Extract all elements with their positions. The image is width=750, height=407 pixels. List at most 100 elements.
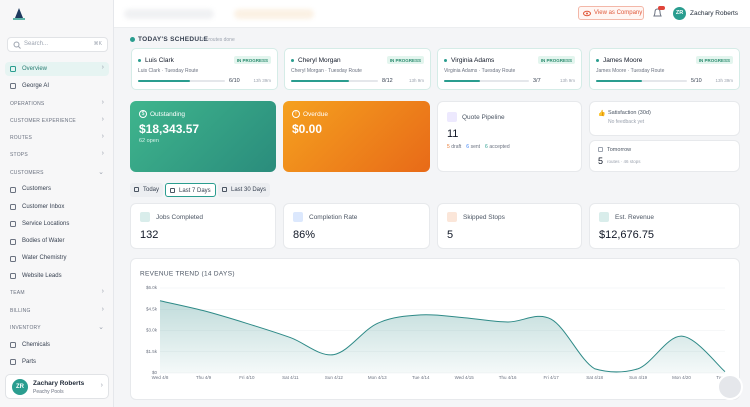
y-tick-label: $3.0k <box>146 328 158 333</box>
assistant-avatar[interactable] <box>717 374 743 400</box>
nav-section[interactable]: INVENTORY ⌄ <box>5 321 109 335</box>
card-value: $0.00 <box>292 122 323 136</box>
button-label: View as Company <box>594 10 643 16</box>
overdue-card[interactable]: ! Overdue $0.00 <box>283 101 430 172</box>
route-name: Virginia Adams <box>451 57 495 64</box>
view-as-company-button[interactable]: View as Company <box>578 6 644 20</box>
nav-item[interactable]: Overview › <box>5 62 109 76</box>
nav-label: STOPS <box>10 152 28 159</box>
nav-section[interactable]: STOPS › <box>5 148 109 162</box>
nav-item[interactable]: Customers <box>5 183 109 197</box>
x-tick-label: Sat 4/11 <box>282 375 299 380</box>
route-card[interactable]: Luis Clark IN PROGRESS Luis Clark · Tuesda… <box>131 48 278 90</box>
user-avatar: ZR <box>12 379 28 395</box>
nav-label: Website Leads <box>22 272 62 279</box>
x-tick-label: Sat 4/18 <box>586 375 603 380</box>
nav-item[interactable]: Chemicals <box>5 338 109 352</box>
route-time: 13h 9m <box>559 78 575 83</box>
chevron: › <box>101 288 104 296</box>
company-name: Peachy Pools <box>33 389 64 395</box>
range-button[interactable]: Last 30 Days <box>218 183 270 197</box>
quote-count: 6 <box>485 144 488 150</box>
y-tick-label: $4.5k <box>146 306 158 311</box>
nav-label: Customer Inbox <box>22 203 65 210</box>
nav-label: Customers <box>22 186 52 193</box>
status-pill: IN PROGRESS <box>695 56 733 64</box>
nav-icon <box>10 204 16 210</box>
card-value: $18,343.57 <box>139 122 200 136</box>
logo <box>13 8 25 20</box>
section-title: TODAY'S SCHEDULE <box>138 36 209 43</box>
range-label: Today <box>143 186 160 193</box>
nav-section[interactable]: ROUTES › <box>5 131 109 145</box>
notifications-bell[interactable] <box>651 6 665 20</box>
x-tick-label: Thu 4/9 <box>196 375 212 380</box>
user-card[interactable]: ZR Zachary Roberts Peachy Pools › <box>5 374 109 399</box>
quote-count: 5 <box>447 144 450 150</box>
route-time: 13h 39m <box>715 78 733 83</box>
chevron: › <box>101 64 104 71</box>
x-tick-label: Wed 4/15 <box>455 375 475 380</box>
dot <box>444 59 447 62</box>
dot <box>291 59 294 62</box>
nav-icon <box>10 273 16 279</box>
nav-section[interactable]: TEAM › <box>5 286 109 300</box>
satisfaction-card[interactable]: 👍 Satisfaction (30d) No feedback yet <box>589 101 740 136</box>
route-card[interactable]: James Moore IN PROGRESS James Moore · Tues… <box>589 48 740 90</box>
nav-item[interactable]: Bodies of Water <box>5 235 109 249</box>
kpi-label: Skipped Stops <box>463 214 505 221</box>
nav-item[interactable]: Parts <box>5 355 109 369</box>
chevron: ⌄ <box>98 168 104 176</box>
kpi-card[interactable]: Completion Rate 86% <box>283 203 430 249</box>
range-label: Last 30 Days <box>231 186 267 193</box>
nav-item[interactable]: Service Locations <box>5 217 109 231</box>
sidebar: Search... ⌘K ZR Zachary Roberts Peachy P… <box>0 0 114 407</box>
range-button[interactable]: Last 7 Days <box>165 183 216 197</box>
y-tick-label: $0 <box>152 370 158 375</box>
route-card[interactable]: Virginia Adams IN PROGRESS Virginia Adams … <box>437 48 582 90</box>
tomorrow-card[interactable]: Tomorrow 5 routes · 46 stops <box>589 140 740 172</box>
status-pill: IN PROGRESS <box>386 56 424 64</box>
y-tick-label: $1.5k <box>146 349 158 354</box>
range-button[interactable]: Today <box>130 183 163 197</box>
kpi-icon <box>140 212 150 222</box>
nav-item[interactable]: Water Chemistry <box>5 252 109 266</box>
warning-icon: ! <box>292 110 300 118</box>
header-avatar[interactable]: ZR <box>673 7 686 20</box>
progress-bar <box>596 80 642 82</box>
x-tick-label: Fri 4/17 <box>544 375 560 380</box>
route-name: James Moore <box>603 57 643 64</box>
nav-icon <box>10 238 16 245</box>
nav-section[interactable]: CUSTOMER EXPERIENCE › <box>5 114 109 128</box>
quote-pipeline-card[interactable]: Quote Pipeline 11 5 draft 6 sent 6 accepted <box>437 101 582 172</box>
dot <box>596 59 599 62</box>
nav-icon <box>10 66 16 72</box>
chart: REVENUE TREND (14 DAYS) $0 $1.5k $3.0k $4.5… <box>140 271 734 380</box>
nav-section[interactable]: OPERATIONS › <box>5 97 109 111</box>
kpi-value: 86% <box>293 229 316 241</box>
progress-track <box>596 80 687 82</box>
x-tick-label: Wed 4/8 <box>152 375 169 380</box>
nav-label: CUSTOMERS <box>10 169 44 176</box>
status-pill: IN PROGRESS <box>537 56 575 64</box>
nav-item[interactable]: Website Leads <box>5 269 109 283</box>
kpi-card[interactable]: Skipped Stops 5 <box>437 203 582 249</box>
outstanding-card[interactable]: $ Outstanding $18,343.57 62 open <box>130 101 276 172</box>
nav-section[interactable]: BILLING › <box>5 304 109 318</box>
header-user-name[interactable]: Zachary Roberts <box>690 10 739 17</box>
route-card[interactable]: Cheryl Morgan IN PROGRESS Cheryl Morgan · … <box>284 48 431 90</box>
nav-item[interactable]: Customer Inbox <box>5 200 109 214</box>
nav-section[interactable]: CUSTOMERS ⌄ <box>5 166 109 180</box>
kpi-card[interactable]: Jobs Completed 132 <box>130 203 276 249</box>
nav-item[interactable]: George AI <box>5 79 109 93</box>
kpi-card[interactable]: Est. Revenue $12,676.75 <box>589 203 740 249</box>
route-name: Cheryl Morgan <box>298 57 341 64</box>
progress-label: 5/10 <box>691 77 702 84</box>
quote-breakdown: 5 draft 6 sent 6 accepted <box>447 144 515 150</box>
kpi-icon <box>599 212 609 222</box>
card-label: Satisfaction (30d) <box>608 110 651 116</box>
search-box[interactable]: Search... ⌘K <box>7 37 108 52</box>
user-name: Zachary Roberts <box>33 380 85 387</box>
kpi-label: Est. Revenue <box>615 214 655 221</box>
